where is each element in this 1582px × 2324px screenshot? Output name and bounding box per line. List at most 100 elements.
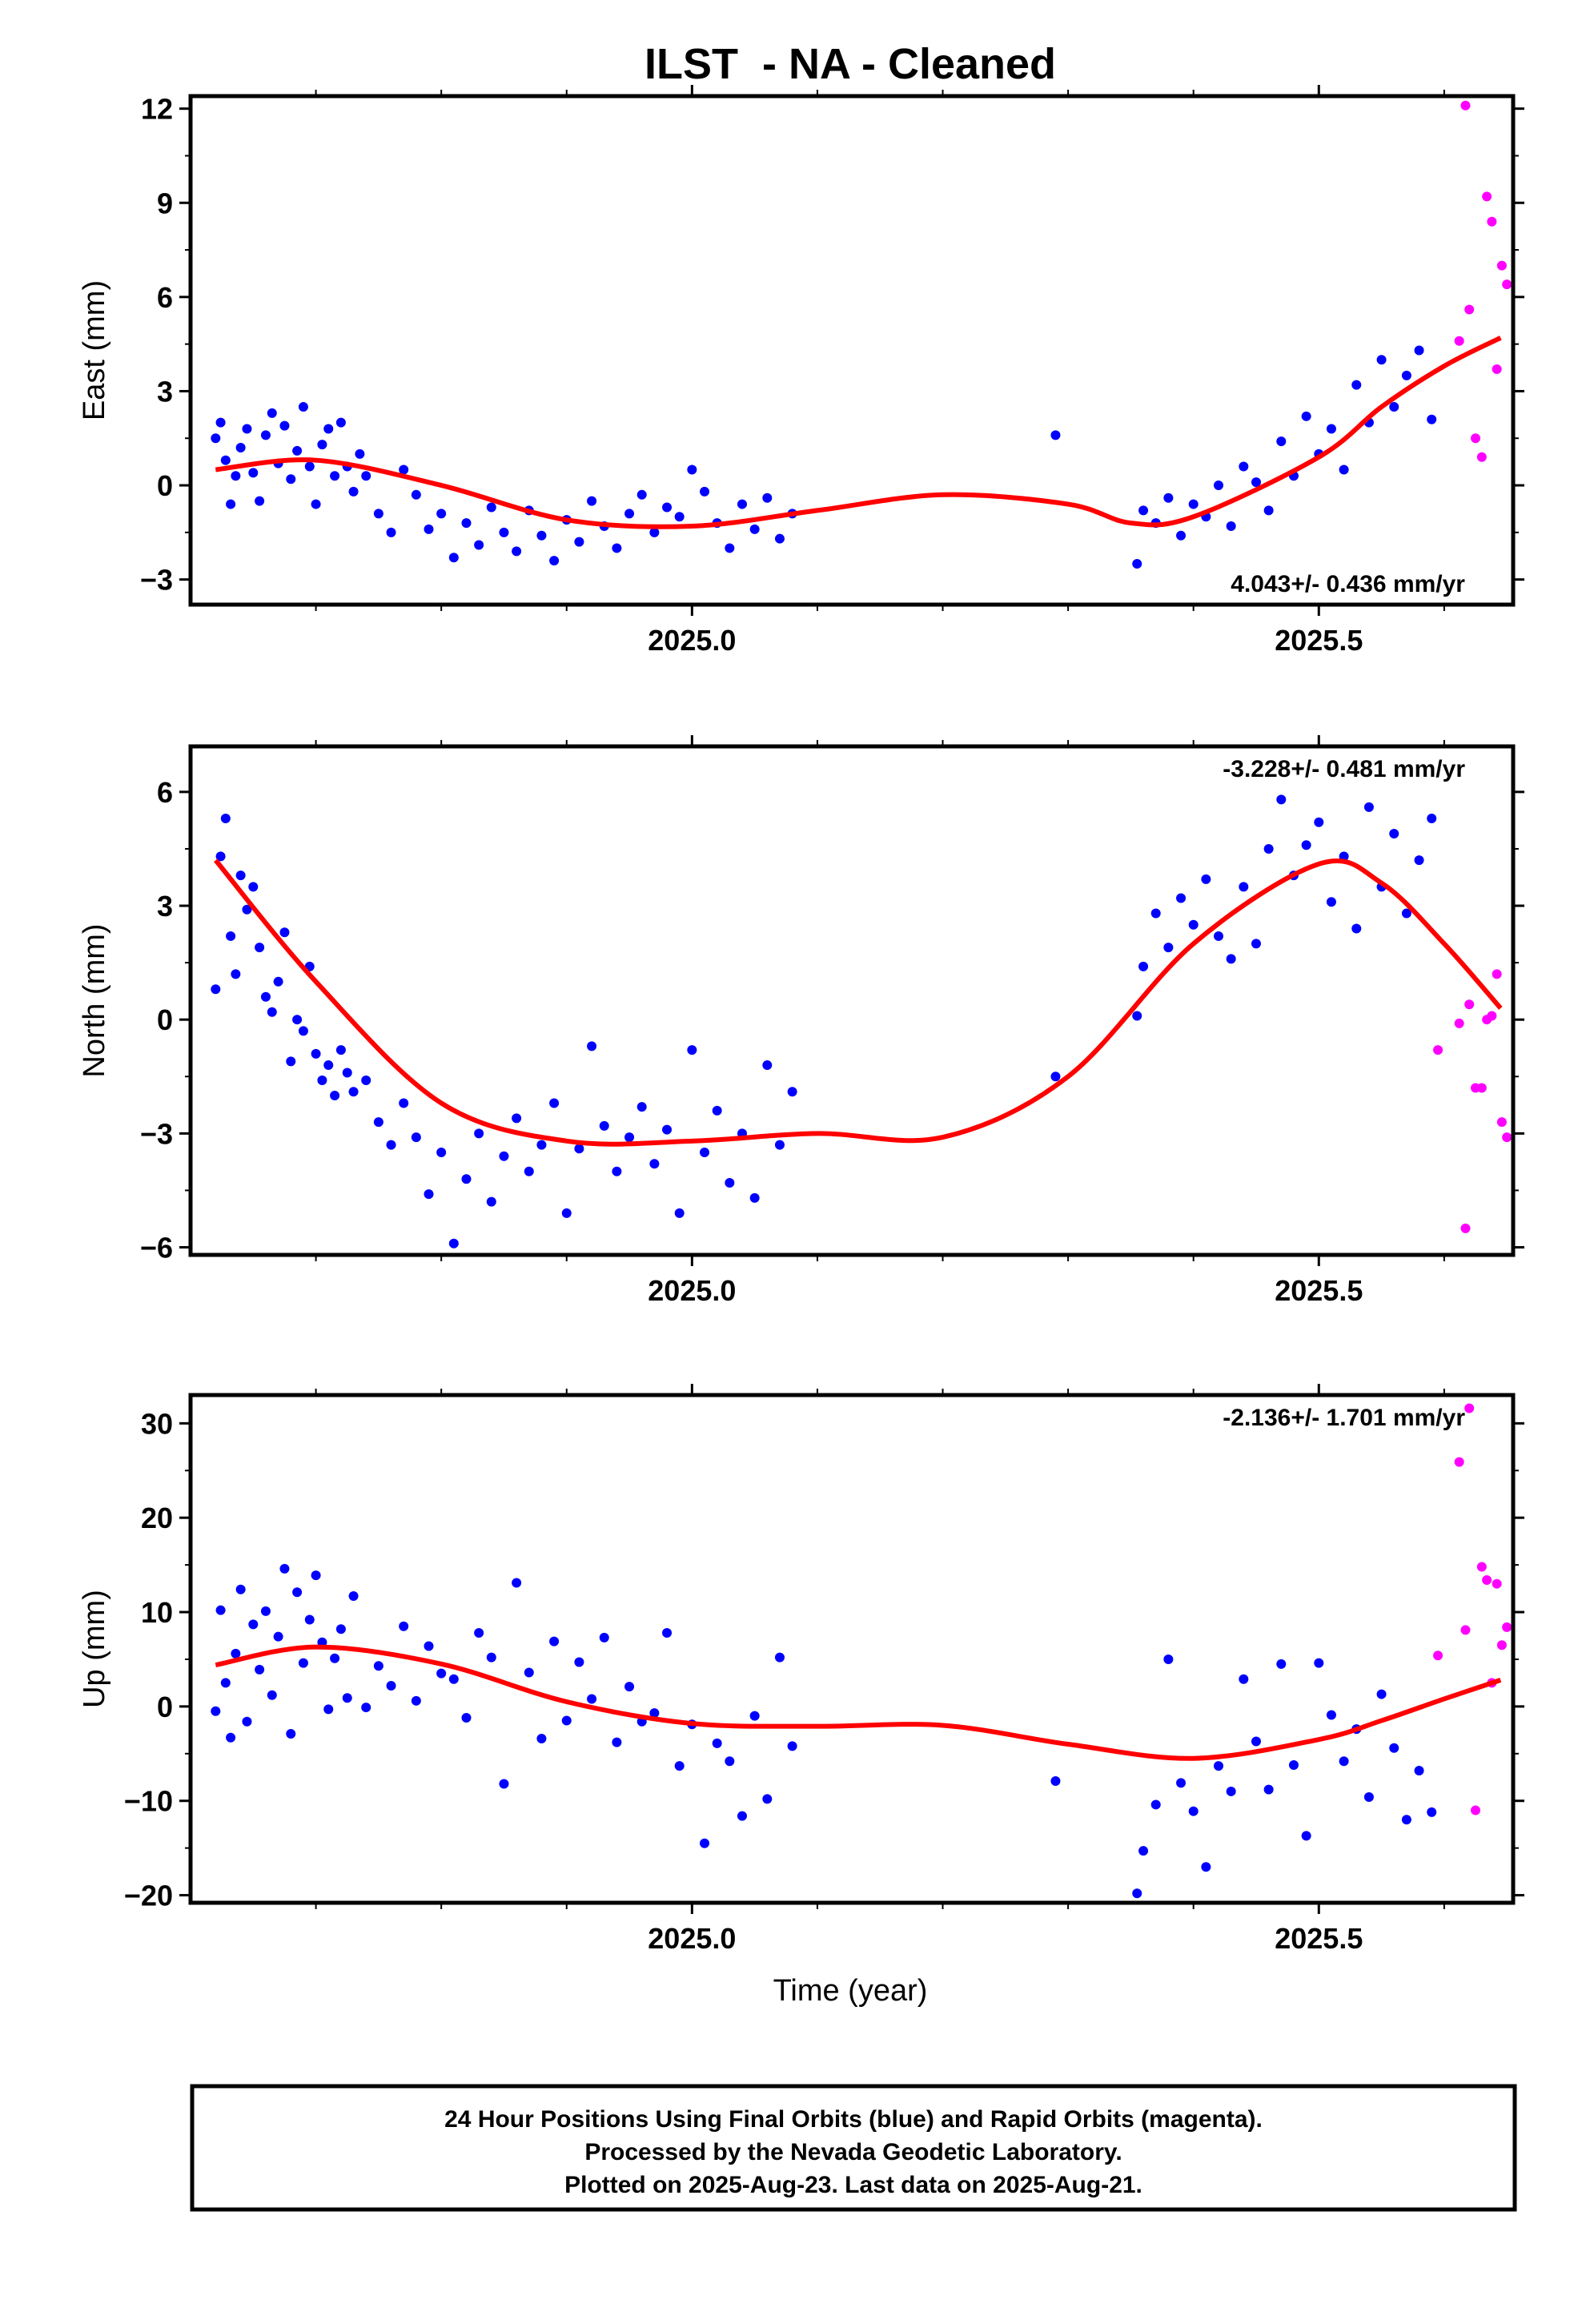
data-point	[774, 1652, 785, 1663]
data-point	[499, 1151, 509, 1161]
data-point	[1132, 1011, 1142, 1021]
data-point	[304, 1614, 315, 1625]
x-tick-label: 2025.0	[648, 1274, 736, 1307]
footer-box: 24 Hour Positions Using Final Orbits (bl…	[190, 2084, 1517, 2212]
data-point	[512, 1113, 522, 1124]
data-point	[235, 870, 246, 881]
data-point	[330, 1653, 340, 1663]
data-point	[1414, 1766, 1424, 1776]
data-point	[1239, 1674, 1249, 1684]
panel-1: −3 0 3 6 9 12 2025.0 2025.5 East (mm) 4.043+/- 0.…	[78, 85, 1524, 657]
data-point	[1050, 430, 1061, 440]
data-point	[536, 1733, 547, 1743]
data-point	[1188, 499, 1199, 509]
data-point	[248, 468, 259, 478]
data-point	[1476, 452, 1487, 462]
y-tick-label: 6	[157, 281, 173, 314]
data-point	[273, 1631, 283, 1642]
data-point	[1482, 191, 1492, 202]
data-point	[700, 486, 710, 497]
data-point	[267, 1007, 277, 1017]
data-point	[561, 1715, 572, 1726]
data-point	[1427, 414, 1437, 424]
data-point	[215, 851, 226, 862]
data-point	[1460, 1223, 1471, 1233]
data-point	[348, 486, 359, 497]
y-tick-label: 3	[157, 890, 173, 923]
data-point	[1492, 1578, 1502, 1589]
data-point	[624, 1132, 635, 1143]
data-point	[749, 1192, 760, 1203]
data-point	[323, 1060, 334, 1071]
y-axis-label: North (mm)	[78, 923, 111, 1077]
data-point	[211, 984, 221, 995]
data-point	[1414, 345, 1424, 356]
data-point	[231, 471, 241, 481]
y-tick-label: 20	[141, 1502, 173, 1534]
data-point	[1414, 855, 1424, 866]
data-point	[1176, 1778, 1186, 1788]
footer-line-1: 24 Hour Positions Using Final Orbits (bl…	[444, 2106, 1263, 2133]
data-point	[1163, 943, 1174, 953]
x-axis-label: Time (year)	[773, 1974, 928, 2008]
data-point	[737, 499, 747, 509]
data-point	[1214, 1761, 1224, 1771]
data-point	[1050, 1775, 1061, 1786]
y-tick-label: 30	[141, 1407, 173, 1440]
data-point	[674, 1208, 685, 1218]
data-point	[1502, 1132, 1512, 1143]
data-point	[286, 474, 296, 485]
data-point	[411, 1132, 421, 1143]
data-point	[424, 1641, 434, 1651]
data-point	[215, 417, 226, 428]
data-point	[248, 882, 259, 892]
data-point	[1326, 1710, 1336, 1720]
data-point	[448, 553, 459, 563]
data-point	[260, 991, 271, 1002]
data-point	[1251, 1736, 1261, 1747]
panels-group: −3 0 3 6 9 12 2025.0 2025.5 East (mm) 4.043+/- 0.…	[78, 85, 1524, 1955]
data-point	[1496, 1117, 1507, 1128]
data-point	[674, 512, 685, 522]
data-point	[386, 1680, 396, 1691]
data-point	[361, 471, 371, 481]
data-point	[1487, 216, 1497, 227]
data-point	[1276, 794, 1287, 805]
y-tick-label: 0	[157, 1691, 173, 1723]
data-point	[323, 424, 334, 434]
data-point	[1351, 380, 1362, 390]
y-tick-label: 3	[157, 375, 173, 408]
data-point	[499, 1779, 509, 1789]
data-point	[411, 1695, 421, 1706]
data-point	[549, 1636, 560, 1647]
data-point	[1226, 521, 1236, 532]
data-point	[649, 1159, 660, 1169]
data-point	[612, 1737, 622, 1747]
data-point	[599, 1632, 609, 1642]
data-point	[474, 1128, 484, 1139]
x-tick-label: 2025.5	[1275, 1922, 1363, 1955]
data-point	[279, 1563, 290, 1574]
data-point	[1460, 100, 1471, 111]
data-point	[662, 1124, 673, 1135]
data-point	[1201, 874, 1211, 884]
plot-frame	[188, 1393, 1516, 1905]
series-final-orbits	[211, 1563, 1437, 1899]
series-final-orbits	[211, 794, 1437, 1248]
data-point	[674, 1761, 685, 1771]
data-point	[292, 1015, 303, 1025]
data-point	[1163, 1654, 1174, 1664]
data-point	[725, 1756, 735, 1767]
data-point	[737, 1811, 747, 1821]
data-point	[1226, 954, 1236, 964]
data-point	[712, 1738, 722, 1748]
data-point	[486, 1196, 496, 1207]
data-point	[700, 1838, 710, 1848]
data-point	[317, 440, 327, 450]
data-point	[1454, 336, 1464, 346]
data-point	[386, 527, 396, 537]
y-tick-label: −3	[140, 1117, 173, 1150]
data-point	[1471, 433, 1481, 444]
data-point	[279, 927, 290, 938]
